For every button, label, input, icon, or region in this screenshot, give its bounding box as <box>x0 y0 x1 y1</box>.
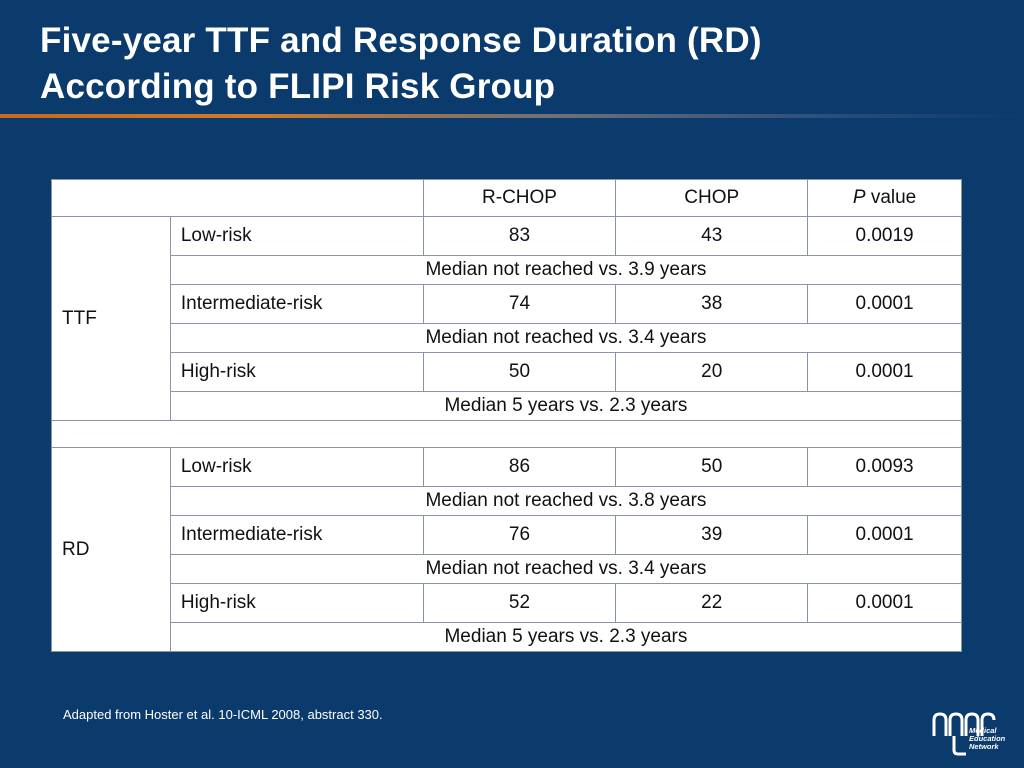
p-value: 0.0093 <box>807 447 962 487</box>
title-line-2: According to FLIPI Risk Group <box>40 67 556 106</box>
header-empty-cell <box>51 179 424 217</box>
rchop-value: 50 <box>422 352 617 392</box>
table-row: TTF Low-risk 83 43 0.0019 <box>51 216 962 421</box>
chop-value: 22 <box>615 583 809 623</box>
median-text: Median not reached vs. 3.4 years <box>169 554 963 584</box>
median-text: Median not reached vs. 3.8 years <box>169 486 963 516</box>
chop-value: 39 <box>615 515 809 555</box>
group-separator <box>51 420 962 448</box>
header-p-rest: value <box>865 187 917 208</box>
rchop-value: 52 <box>422 583 617 623</box>
logo-word-3: Network <box>969 742 999 751</box>
rchop-value: 83 <box>422 216 617 256</box>
median-row: Median 5 years vs. 2.3 years <box>52 622 963 652</box>
group-label-ttf: TTF <box>51 216 171 421</box>
medical-education-network-logo <box>932 712 996 756</box>
chop-value: 38 <box>615 284 809 324</box>
table-row: Intermediate-risk 74 38 0.0001 <box>52 284 962 324</box>
risk-label: High-risk <box>169 352 424 392</box>
table-row: RD Low-risk 86 50 0.0093 <box>51 447 962 652</box>
median-text: Median not reached vs. 3.4 years <box>169 323 963 353</box>
risk-label: Low-risk <box>169 216 424 256</box>
p-value: 0.0001 <box>807 583 962 623</box>
median-row: Median not reached vs. 3.4 years <box>52 323 963 353</box>
median-row: Median not reached vs. 3.4 years <box>52 554 963 584</box>
header-p-italic: P <box>852 187 866 208</box>
median-text: Median not reached vs. 3.9 years <box>169 255 963 285</box>
table-header-row: R-CHOP CHOP P value <box>51 179 962 217</box>
median-row: Median not reached vs. 3.9 years <box>52 255 963 285</box>
median-row: Median not reached vs. 3.8 years <box>52 486 963 516</box>
table-row: High-risk 52 22 0.0001 <box>52 583 962 623</box>
header-chop: CHOP <box>615 179 809 217</box>
median-text: Median 5 years vs. 2.3 years <box>169 622 963 652</box>
table-row: High-risk 50 20 0.0001 <box>52 352 962 392</box>
group-label-rd: RD <box>51 447 171 652</box>
chop-value: 43 <box>615 216 809 256</box>
title-line-1: Five-year TTF and Response Duration (RD) <box>40 21 762 60</box>
p-value: 0.0001 <box>807 515 962 555</box>
header-rchop: R-CHOP <box>422 179 617 217</box>
source-footnote: Adapted from Hoster et al. 10-ICML 2008,… <box>63 707 383 722</box>
risk-label: High-risk <box>169 583 424 623</box>
risk-label: Low-risk <box>169 447 424 487</box>
risk-label: Intermediate-risk <box>169 284 424 324</box>
risk-label: Intermediate-risk <box>169 515 424 555</box>
chop-value: 20 <box>615 352 809 392</box>
header-p-value: P value <box>807 179 962 217</box>
logo-word-2: Education <box>969 734 1006 743</box>
p-value: 0.0001 <box>807 284 962 324</box>
logo-word-1: Medical <box>969 726 997 735</box>
logo-wordmark: Medical Education Network <box>969 727 1005 751</box>
group-separator-row <box>51 420 962 448</box>
slide-title: Five-year TTF and Response Duration (RD)… <box>40 18 762 110</box>
p-value: 0.0019 <box>807 216 962 256</box>
table-row: Intermediate-risk 76 39 0.0001 <box>52 515 962 555</box>
median-row: Median 5 years vs. 2.3 years <box>52 391 963 421</box>
median-text: Median 5 years vs. 2.3 years <box>169 391 963 421</box>
chop-value: 50 <box>615 447 809 487</box>
title-divider <box>0 114 1024 118</box>
rchop-value: 76 <box>422 515 617 555</box>
p-value: 0.0001 <box>807 352 962 392</box>
rchop-value: 74 <box>422 284 617 324</box>
rchop-value: 86 <box>422 447 617 487</box>
results-table: R-CHOP CHOP P value TTF Low-risk 83 43 0… <box>51 179 963 652</box>
